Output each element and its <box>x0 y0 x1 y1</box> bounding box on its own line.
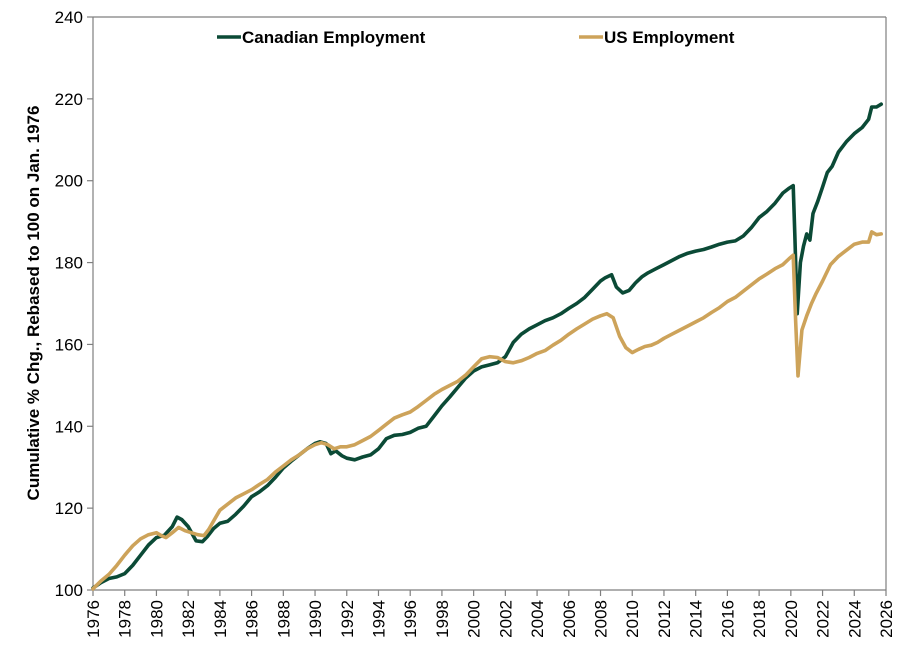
legend-label-us-employment: US Employment <box>604 28 735 47</box>
y-tick-label: 200 <box>55 172 83 191</box>
x-tick-label: 2024 <box>845 600 864 638</box>
x-tick-label: 2016 <box>718 600 737 638</box>
y-tick-label: 220 <box>55 90 83 109</box>
y-tick-label: 120 <box>55 499 83 518</box>
legend-label-canadian-employment: Canadian Employment <box>242 28 426 47</box>
y-tick-label: 160 <box>55 335 83 354</box>
x-tick-label: 1978 <box>116 600 135 638</box>
x-tick-label: 2006 <box>560 600 579 638</box>
x-tick-label: 1986 <box>243 600 262 638</box>
x-tick-label: 2014 <box>687 600 706 638</box>
x-tick-label: 1980 <box>147 600 166 638</box>
series-layer <box>91 102 884 591</box>
y-tick-label: 140 <box>55 417 83 436</box>
x-axis: 1976 1978 1980 1982 1984 1986 1988 1990 1992 1994… <box>84 590 896 638</box>
x-tick-label: 2010 <box>623 600 642 638</box>
x-tick-label: 2004 <box>528 600 547 638</box>
x-tick-label: 1990 <box>306 600 325 638</box>
x-tick-label: 1994 <box>369 600 388 638</box>
y-axis: 100 120 140 160 180 200 220 240 <box>55 8 93 600</box>
legend: Canadian Employment US Employment <box>217 28 735 47</box>
x-tick-label: 2008 <box>592 600 611 638</box>
x-tick-label: 1996 <box>401 600 420 638</box>
x-tick-label: 2026 <box>877 600 896 638</box>
x-tick-label: 2002 <box>496 600 515 638</box>
x-tick-label: 2012 <box>655 600 674 638</box>
x-tick-label: 1976 <box>84 600 103 638</box>
y-tick-label: 240 <box>55 8 83 27</box>
y-tick-label: 100 <box>55 581 83 600</box>
x-tick-label: 1992 <box>338 600 357 638</box>
x-tick-label: 1998 <box>433 600 452 638</box>
x-tick-label: 2000 <box>465 600 484 638</box>
plot-frame <box>92 16 887 591</box>
x-tick-label: 2022 <box>814 600 833 638</box>
x-tick-label: 2020 <box>782 600 801 638</box>
y-axis-title: Cumulative % Chg., Rebased to 100 on Jan… <box>24 106 43 501</box>
x-tick-label: 2018 <box>750 600 769 638</box>
x-tick-label: 1984 <box>211 600 230 638</box>
x-tick-label: 1988 <box>274 600 293 638</box>
series-line-canadian-employment <box>91 102 884 590</box>
y-tick-label: 180 <box>55 254 83 273</box>
series-line-us-employment <box>91 230 884 591</box>
x-tick-label: 1982 <box>179 600 198 638</box>
